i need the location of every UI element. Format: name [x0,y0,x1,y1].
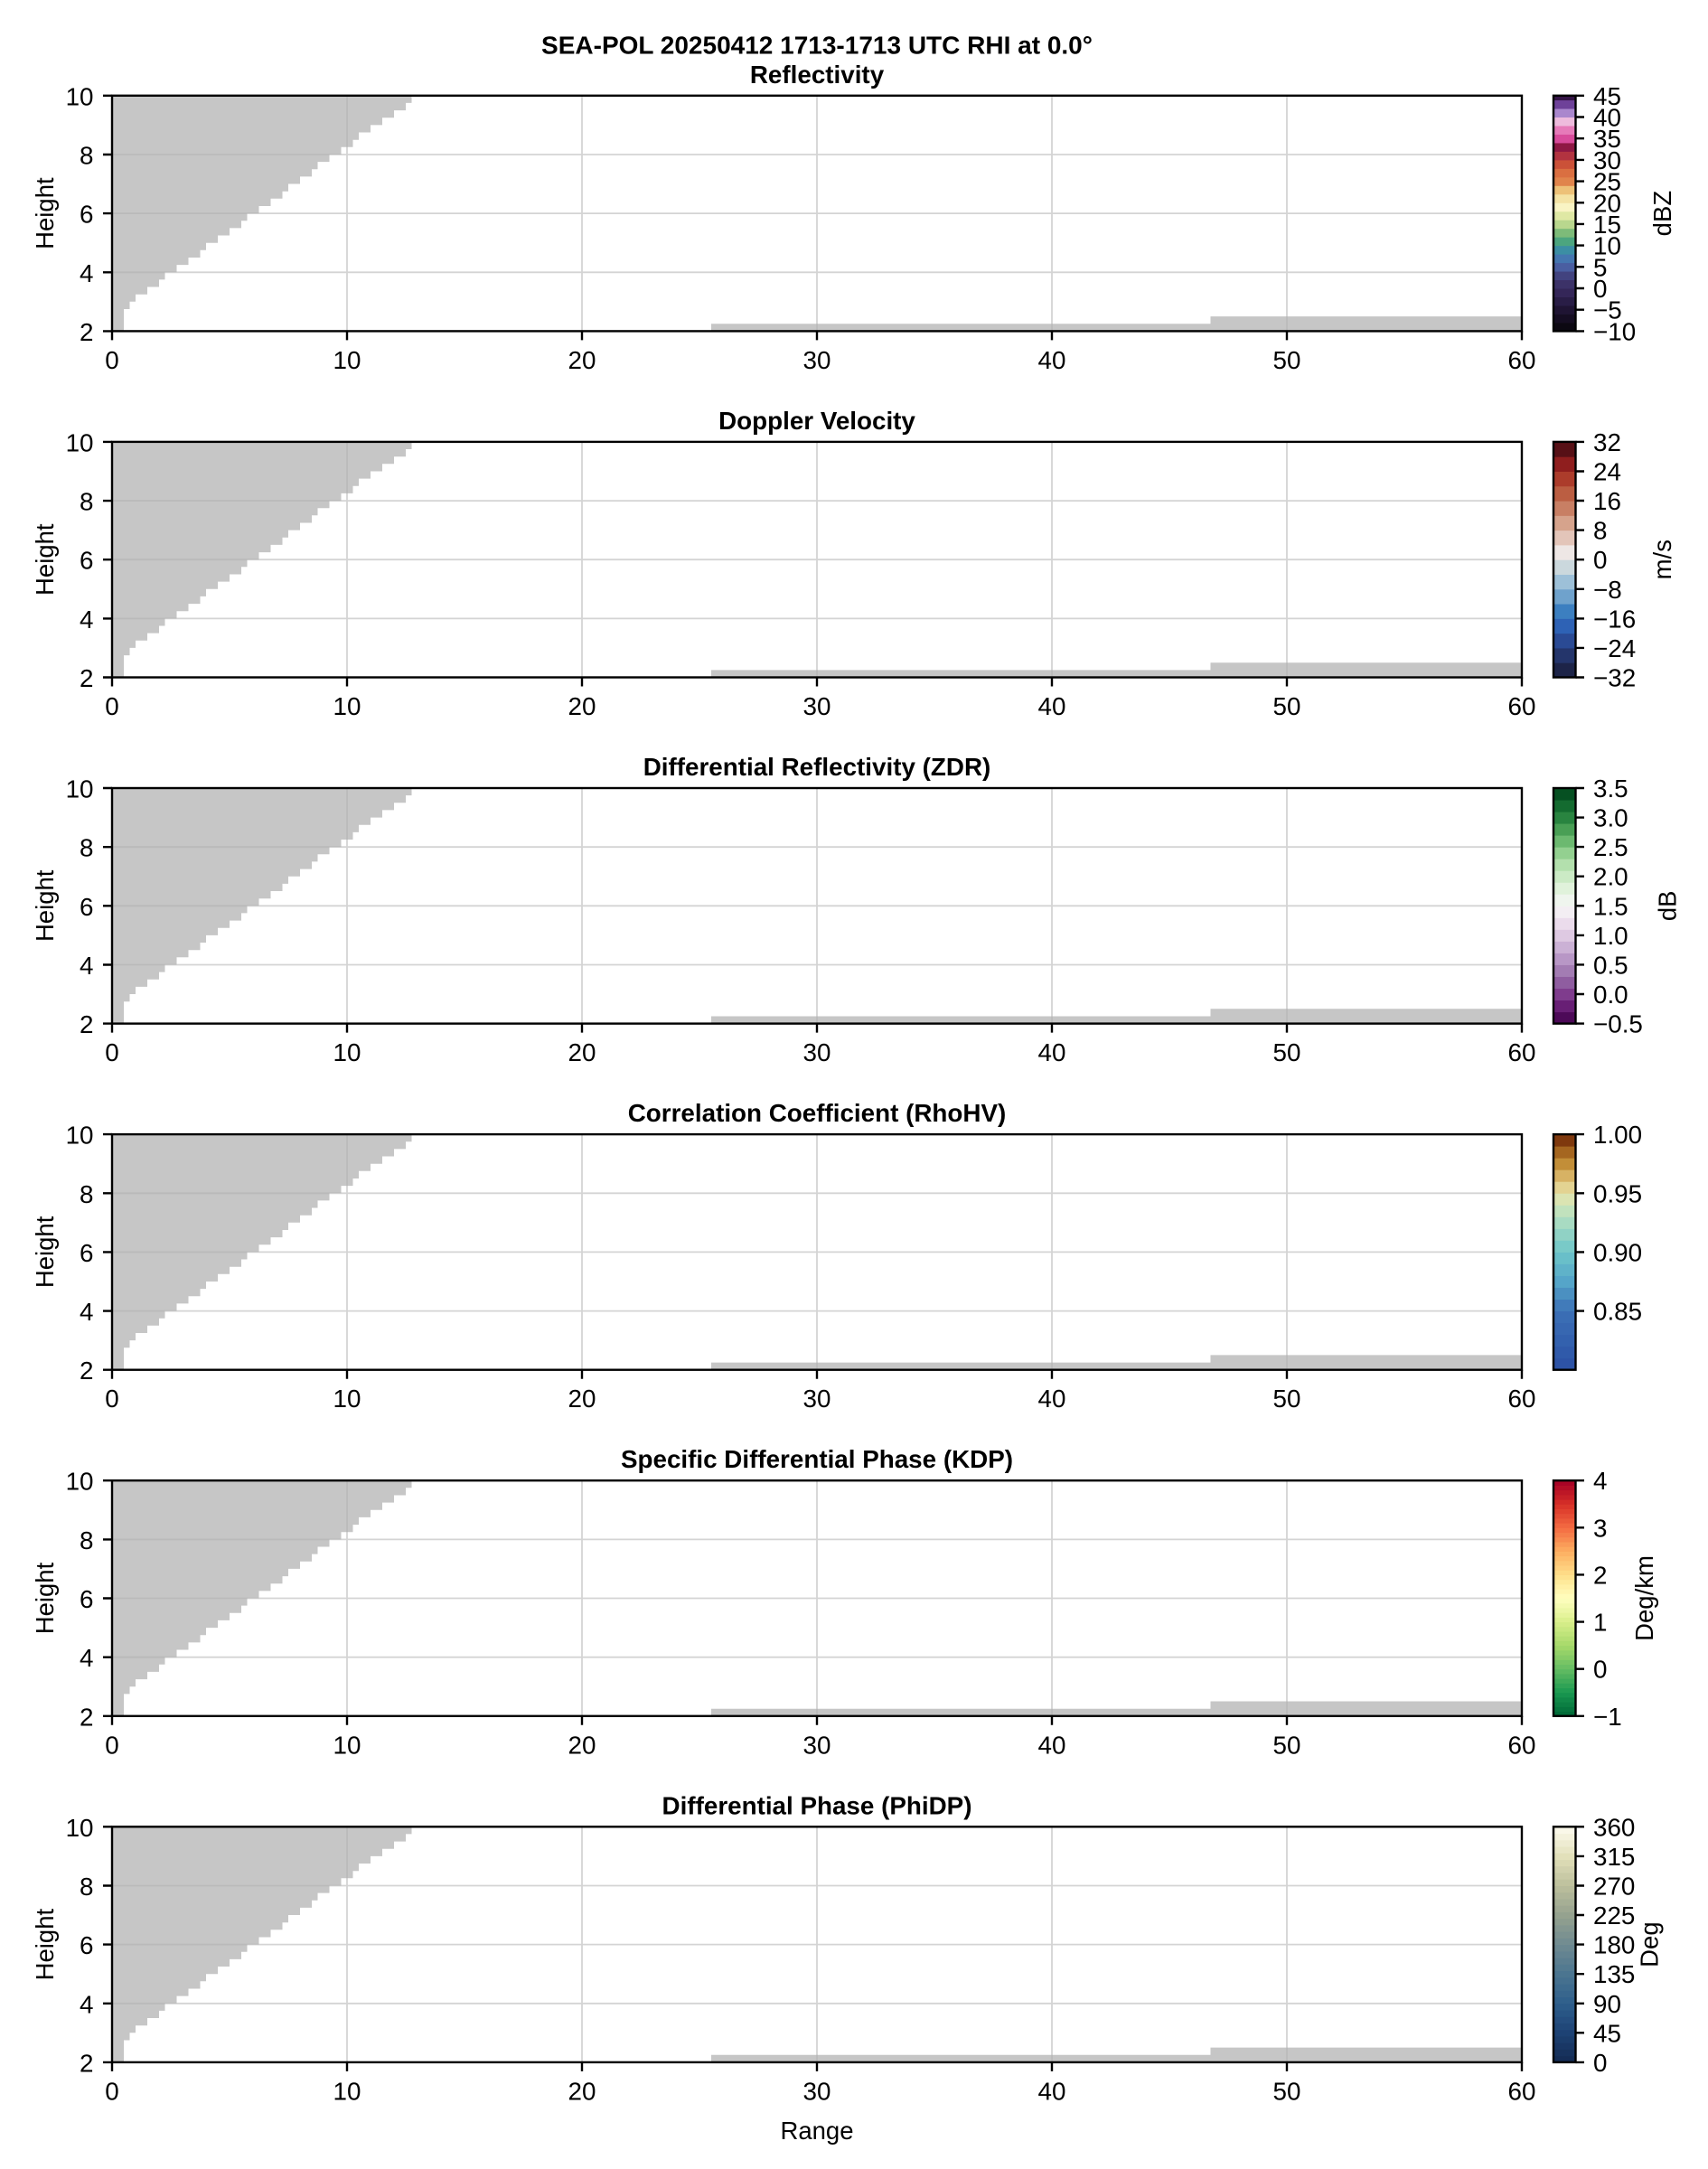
svg-text:10: 10 [1593,232,1621,260]
svg-text:180: 180 [1593,1931,1635,1959]
svg-text:−0.5: −0.5 [1593,1010,1643,1038]
svg-text:−10: −10 [1593,317,1636,345]
svg-text:−24: −24 [1593,634,1636,662]
svg-text:Doppler Velocity: Doppler Velocity [718,407,915,435]
svg-text:20: 20 [1593,189,1621,217]
svg-text:360: 360 [1593,1813,1635,1841]
svg-text:32: 32 [1593,428,1621,456]
svg-text:135: 135 [1593,1960,1635,1988]
svg-text:0: 0 [1593,275,1607,303]
svg-text:315: 315 [1593,1843,1635,1871]
svg-text:3: 3 [1593,1514,1607,1542]
svg-text:dB: dB [1654,890,1682,921]
svg-text:16: 16 [1593,487,1621,515]
svg-text:30: 30 [1593,146,1621,174]
svg-text:0.5: 0.5 [1593,951,1628,979]
svg-text:1.5: 1.5 [1593,892,1628,920]
svg-text:2.5: 2.5 [1593,833,1628,861]
svg-text:3.5: 3.5 [1593,775,1628,803]
svg-text:−5: −5 [1593,296,1622,324]
svg-text:35: 35 [1593,125,1621,153]
svg-text:15: 15 [1593,211,1621,239]
svg-text:225: 225 [1593,1901,1635,1930]
svg-text:90: 90 [1593,1990,1621,2018]
svg-text:4: 4 [1593,1467,1607,1495]
svg-text:−8: −8 [1593,576,1622,604]
svg-text:Specific Differential Phase (K: Specific Differential Phase (KDP) [621,1445,1013,1473]
svg-text:25: 25 [1593,168,1621,196]
svg-text:1.00: 1.00 [1593,1121,1642,1149]
svg-text:Differential Phase (PhiDP): Differential Phase (PhiDP) [662,1791,972,1819]
svg-text:0.90: 0.90 [1593,1238,1642,1266]
svg-text:Correlation Coefficient (RhoHV: Correlation Coefficient (RhoHV) [628,1099,1007,1127]
svg-text:45: 45 [1593,82,1621,110]
svg-text:0: 0 [1593,546,1607,574]
svg-text:−1: −1 [1593,1703,1622,1731]
svg-text:1.0: 1.0 [1593,922,1628,950]
svg-text:Deg/km: Deg/km [1630,1555,1658,1641]
svg-text:Range: Range [780,2117,853,2145]
svg-text:0: 0 [1593,2049,1607,2077]
svg-text:dBZ: dBZ [1648,191,1676,236]
svg-text:0.0: 0.0 [1593,981,1628,1009]
svg-text:3.0: 3.0 [1593,804,1628,832]
svg-text:SEA-POL 20250412 1713-1713 UTC: SEA-POL 20250412 1713-1713 UTC RHI at 0.… [541,31,1093,59]
svg-text:0.85: 0.85 [1593,1298,1642,1326]
svg-text:2: 2 [1593,1561,1607,1589]
svg-text:0.95: 0.95 [1593,1179,1642,1207]
svg-text:Deg: Deg [1635,1921,1663,1967]
svg-text:Differential Reflectivity (ZDR: Differential Reflectivity (ZDR) [643,753,991,781]
svg-text:1: 1 [1593,1609,1607,1637]
svg-text:5: 5 [1593,253,1607,281]
svg-text:40: 40 [1593,104,1621,132]
svg-text:2.0: 2.0 [1593,863,1628,891]
svg-text:m/s: m/s [1648,540,1676,579]
svg-text:0: 0 [1593,1656,1607,1684]
svg-text:−32: −32 [1593,664,1636,692]
svg-text:−16: −16 [1593,605,1636,633]
svg-text:Reflectivity: Reflectivity [750,61,885,89]
svg-text:24: 24 [1593,458,1621,486]
svg-text:45: 45 [1593,2019,1621,2047]
svg-text:270: 270 [1593,1873,1635,1901]
svg-text:8: 8 [1593,517,1607,545]
